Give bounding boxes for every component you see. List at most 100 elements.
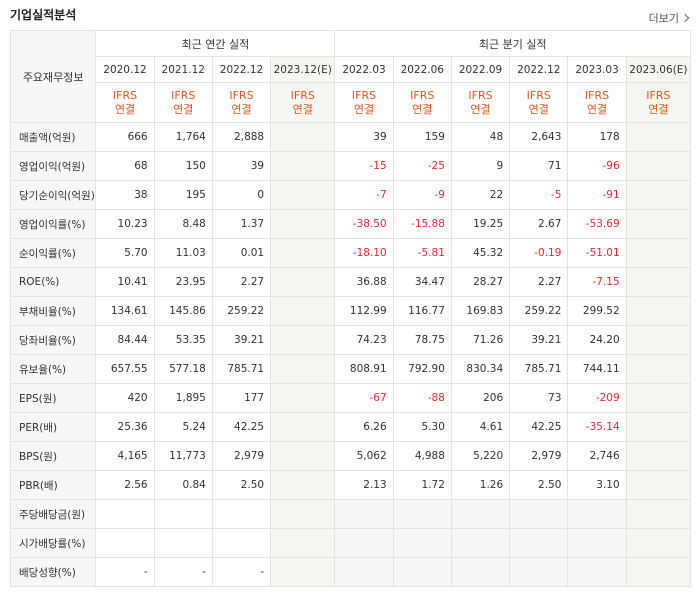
table-cell — [270, 528, 336, 558]
table-cell: 259.22 — [509, 296, 569, 326]
table-cell: -25 — [392, 151, 452, 181]
table-cell: - — [95, 557, 155, 587]
table-cell: 3.10 — [567, 470, 627, 500]
table-cell — [270, 267, 336, 297]
table-cell: 2,643 — [509, 122, 569, 152]
table-cell: 2.27 — [509, 267, 569, 297]
table-cell — [211, 528, 272, 558]
table-cell: -7.15 — [567, 267, 627, 297]
table-cell: 666 — [95, 122, 155, 152]
table-cell — [270, 412, 336, 442]
accounting-basis-header: IFRS 연결 — [625, 82, 692, 123]
period-row: 2020.12 2021.12 2022.12 2023.12(E) 2022.03 20… — [11, 56, 692, 83]
table-cell — [95, 528, 155, 558]
table-cell — [450, 557, 511, 587]
consolidation-basis: 연결 — [470, 102, 491, 116]
accounting-basis-header: IFRS 연결 — [334, 82, 394, 123]
table-cell: 0.84 — [153, 470, 213, 500]
accounting-basis-header: IFRS 연결 — [567, 82, 627, 123]
table-cell: 11.03 — [153, 238, 213, 268]
table-cell: 2,746 — [567, 441, 627, 471]
period-header: 2021.12 — [153, 56, 213, 83]
more-link[interactable]: 더보기 — [649, 10, 690, 26]
table-row: ROE(%) 10.41 23.95 2.27 36.88 34.47 28.27 2.27-… — [9, 267, 692, 297]
table-cell: 2.56 — [95, 470, 155, 500]
table-cell: 792.90 — [392, 354, 452, 384]
table-cell: -5.81 — [392, 238, 452, 268]
quarter-group-header: 최근 분기 실적 — [334, 30, 691, 57]
table-cell: 22 — [450, 180, 511, 210]
accounting-standard: IFRS — [646, 88, 671, 102]
table-cell — [625, 209, 692, 239]
table-cell: 8.48 — [153, 209, 213, 239]
annual-group-header: 최근 연간 실적 — [95, 30, 336, 57]
table-cell: -5 — [509, 180, 569, 210]
table-cell: -51.01 — [567, 238, 627, 268]
consolidation-basis: 연결 — [648, 102, 669, 116]
table-cell — [625, 180, 692, 210]
row-label: 주당배당금(원) — [9, 499, 97, 529]
table-cell: 785.71 — [211, 354, 272, 384]
table-cell — [392, 528, 452, 558]
table-cell — [567, 557, 627, 587]
table-cell: 145.86 — [153, 296, 213, 326]
table-cell: - — [153, 557, 213, 587]
table-cell — [334, 499, 394, 529]
table-cell: 42.25 — [211, 412, 272, 442]
table-cell: 24.20 — [567, 325, 627, 355]
table-cell: 2.67 — [509, 209, 569, 239]
table-cell — [625, 296, 692, 326]
accounting-standard: IFRS — [112, 88, 138, 102]
accounting-row: IFRS 연결 IFRS 연결 IFRS 연결 IFRS 연결 IFRS 연결 IFRS 연결 IFRS… — [11, 82, 692, 123]
table-cell — [567, 499, 627, 529]
row-label: 당기순이익(억원) — [9, 180, 97, 210]
table-cell — [270, 209, 336, 239]
table-cell: 2,979 — [509, 441, 569, 471]
row-header-label: 주요재무정보 — [9, 30, 97, 123]
table-row: 부채비율(%) 134.61 145.86 259.22 112.99 116.77 169… — [9, 296, 692, 326]
table-row: 순이익률(%) 5.70 11.03 0.01 -18.10 -5.81 45.32 -0.1… — [9, 238, 692, 268]
accounting-basis-header: IFRS 연결 — [95, 82, 155, 123]
row-label: 순이익률(%) — [9, 238, 97, 268]
row-label: 영업이익(억원) — [9, 151, 97, 181]
table-cell: -67 — [334, 383, 394, 413]
row-label: PBR(배) — [9, 470, 97, 500]
table-cell — [270, 122, 336, 152]
table-cell — [334, 528, 394, 558]
table-cell: -15.88 — [392, 209, 452, 239]
table-cell: 78.75 — [392, 325, 452, 355]
section-title: 기업실적분석 — [10, 8, 77, 22]
table-row: 영업이익(억원) 68 150 39 -15 -25 9 71 -96 — [9, 151, 692, 181]
table-cell: 71.26 — [450, 325, 511, 355]
accounting-basis-header: IFRS 연결 — [509, 82, 569, 123]
consolidation-basis: 연결 — [586, 102, 608, 116]
table-cell — [270, 238, 336, 268]
table-cell: 808.91 — [334, 354, 394, 384]
period-header: 2022.12 — [211, 56, 272, 83]
table-row: 당좌비율(%) 84.44 53.35 39.21 74.23 78.75 71.26 39.… — [9, 325, 692, 355]
table-cell: 150 — [153, 151, 213, 181]
table-cell: 177 — [211, 383, 272, 413]
accounting-standard: IFRS — [410, 88, 435, 102]
table-row: EPS(원) 420 1,895 177 -67 -88 206 73 -209 — [9, 383, 692, 413]
table-cell — [270, 557, 336, 587]
table-row: 당기순이익(억원) 38 195 0 -7 -9 22 -5 -91 — [9, 180, 692, 210]
table-cell: 2.50 — [509, 470, 569, 500]
table-row: 주당배당금(원) — [9, 499, 692, 529]
consolidation-basis: 연결 — [353, 102, 375, 116]
table-cell: 25.36 — [95, 412, 155, 442]
accounting-standard: IFRS — [351, 88, 377, 102]
table-cell — [625, 383, 692, 413]
table-cell — [270, 296, 336, 326]
period-header: 2023.06(E) — [625, 56, 692, 83]
row-label: 부채비율(%) — [9, 296, 97, 326]
table-cell: 68 — [95, 151, 155, 181]
table-cell: -0.19 — [509, 238, 569, 268]
table-cell — [567, 528, 627, 558]
table-cell — [625, 528, 692, 558]
period-header: 2022.06 — [392, 56, 452, 83]
table-cell — [450, 528, 511, 558]
row-label: 당좌비율(%) — [9, 325, 97, 355]
accounting-standard: IFRS — [584, 88, 610, 102]
table-cell: -18.10 — [334, 238, 394, 268]
